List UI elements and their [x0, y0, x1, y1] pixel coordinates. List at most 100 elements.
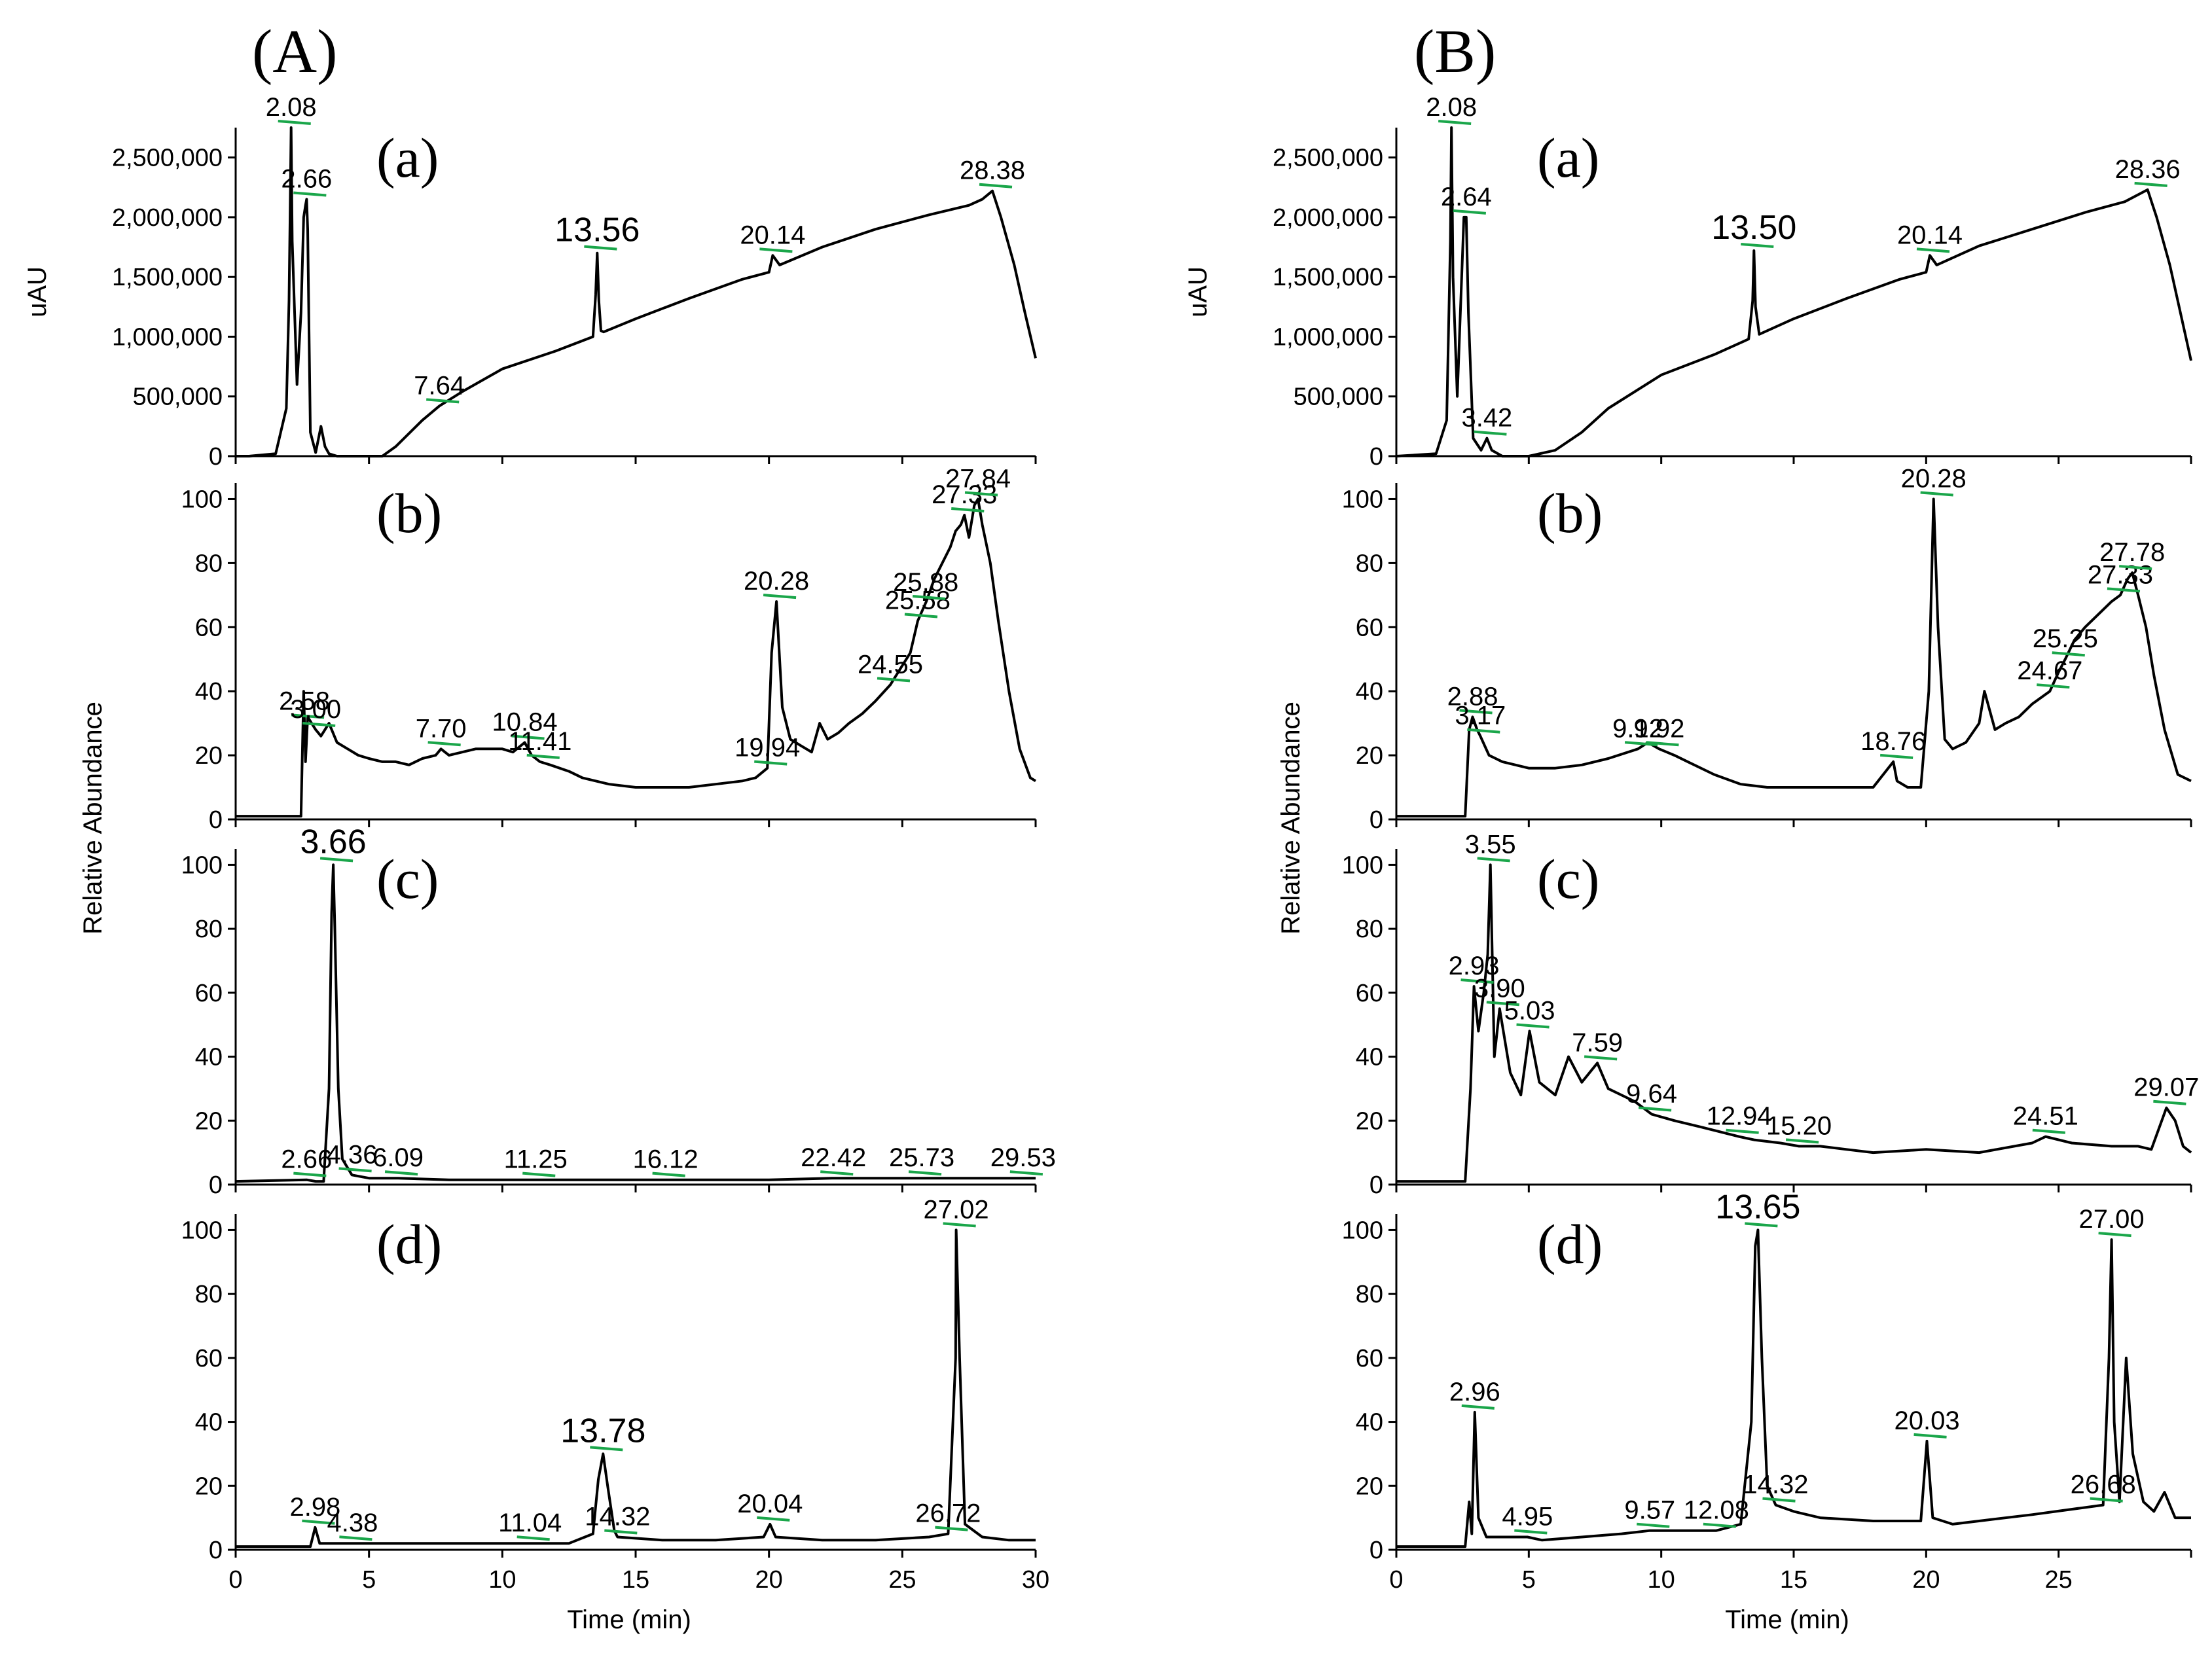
peak-label: 25.25	[2033, 624, 2098, 653]
panel-label: (d)	[1537, 1213, 1603, 1276]
peak-marker	[302, 721, 336, 727]
panel-label: (a)	[376, 126, 439, 189]
panel-label: (c)	[1537, 848, 1599, 910]
y-tick-label: 1,500,000	[1273, 264, 1383, 291]
panel-label: (b)	[1537, 482, 1603, 545]
peak-label: 16.12	[633, 1145, 698, 1174]
y-axis-title: uAU	[23, 266, 52, 317]
peak-label: 11.04	[498, 1509, 562, 1537]
y-tick-label: 100	[1342, 851, 1383, 879]
peak-label: 20.03	[1894, 1406, 1959, 1435]
peak-marker	[1486, 1001, 1519, 1007]
peak-label: 27.00	[2079, 1205, 2145, 1234]
y-axis-title: uAU	[1184, 266, 1212, 317]
x-tick-label: 15	[622, 1566, 649, 1594]
y-tick-label: 20	[195, 742, 223, 770]
peak-label: 11.41	[508, 727, 571, 756]
y-tick-label: 80	[195, 550, 223, 577]
peak-marker	[2153, 1100, 2186, 1105]
y-tick-label: 60	[195, 980, 223, 1007]
panel-a-c: 0 20 40 60 80 100 (c) 2.66 3.66 4.366.09 11.25 16.1…	[181, 823, 1056, 1199]
peak-label: 24.55	[858, 650, 923, 679]
peak-marker	[2037, 683, 2070, 689]
y-tick-label: 40	[1356, 1044, 1383, 1071]
peak-marker	[1477, 857, 1510, 863]
trace-b-a	[1396, 126, 2192, 457]
peak-marker	[979, 183, 1013, 188]
peak-marker	[590, 1446, 623, 1452]
y-tick-label: 40	[195, 1409, 223, 1437]
y-tick-label: 0	[1369, 443, 1383, 471]
peak-marker	[935, 1526, 968, 1531]
peak-label: 9.92	[1633, 714, 1684, 743]
peak-marker	[604, 1529, 638, 1535]
peak-marker	[522, 1171, 556, 1177]
peak-marker	[2119, 565, 2152, 571]
peak-marker	[1624, 741, 1658, 747]
y-tick-label: 500,000	[1294, 384, 1383, 411]
peak-marker	[951, 507, 985, 512]
peak-label: 29.07	[2133, 1073, 2199, 1102]
peak-label: 9.12	[1612, 714, 1663, 743]
peak-label: 24.51	[2013, 1102, 2078, 1131]
peak-label: 3.55	[1465, 830, 1516, 859]
peak-label: 2.96	[1449, 1378, 1500, 1406]
x-tick-label: 10	[1648, 1566, 1675, 1594]
peak-label: 5.03	[1504, 996, 1555, 1025]
peak-label: 7.64	[414, 371, 465, 400]
peak-label: 28.36	[2115, 155, 2181, 184]
peak-marker	[1913, 1433, 1947, 1439]
peak-label: 2.64	[1441, 183, 1492, 211]
peak-label: 20.14	[740, 221, 805, 249]
peak-marker	[2134, 181, 2167, 187]
y-tick-label: 0	[209, 443, 223, 471]
peak-marker	[1638, 1106, 1672, 1112]
y-tick-label: 20	[195, 1473, 223, 1500]
peak-marker	[763, 594, 797, 599]
y-tick-label: 0	[209, 1171, 223, 1199]
peak-label: 2.93	[1449, 952, 1500, 980]
peak-label: 20.28	[744, 567, 809, 596]
peak-label: 20.28	[1901, 464, 1967, 493]
y-tick-label: 2,000,000	[1273, 204, 1383, 232]
x-tick-label: 20	[755, 1566, 783, 1594]
peak-label: 20.14	[1897, 221, 1963, 249]
peak-label: 2.88	[1447, 682, 1498, 711]
y-tick-label: 40	[195, 1044, 223, 1071]
peak-label: 19.94	[734, 734, 800, 762]
peak-marker	[1920, 491, 1953, 497]
trace-b-d	[1396, 1228, 2191, 1548]
x-tick-label: 0	[228, 1566, 242, 1594]
y-tick-label: 500,000	[133, 384, 223, 411]
y-tick-label: 100	[1342, 1217, 1383, 1244]
trace-b-b	[1396, 497, 2192, 818]
shared-ylabel-right: Relative Abundance	[1277, 702, 1305, 935]
peak-marker	[1916, 247, 1950, 253]
peak-label: 4.95	[1502, 1502, 1553, 1531]
peak-marker	[1762, 1497, 1796, 1503]
peak-marker	[1745, 1222, 1778, 1228]
y-tick-label: 20	[195, 1107, 223, 1135]
peak-label: 7.70	[416, 714, 467, 743]
y-tick-label: 80	[1356, 550, 1383, 577]
peak-label: 7.59	[1572, 1028, 1623, 1057]
peak-marker	[293, 1171, 327, 1177]
peak-label: 9.64	[1626, 1080, 1677, 1109]
peak-marker	[1460, 978, 1494, 984]
peak-marker	[1474, 430, 1507, 436]
peak-label: 3.00	[290, 695, 341, 724]
y-tick-label: 100	[181, 1217, 223, 1244]
peak-marker	[384, 1170, 418, 1176]
peak-label: 2.66	[281, 165, 332, 194]
y-tick-label: 60	[1356, 1345, 1383, 1372]
y-tick-label: 1,000,000	[112, 323, 223, 351]
peak-label: 2.66	[281, 1145, 332, 1174]
peak-marker	[1467, 728, 1500, 734]
peak-marker	[1646, 741, 1679, 747]
peak-marker	[584, 245, 617, 251]
x-tick-label: 20	[1912, 1566, 1940, 1594]
peak-label: 13.50	[1711, 209, 1796, 247]
y-tick-label: 20	[1356, 742, 1383, 770]
